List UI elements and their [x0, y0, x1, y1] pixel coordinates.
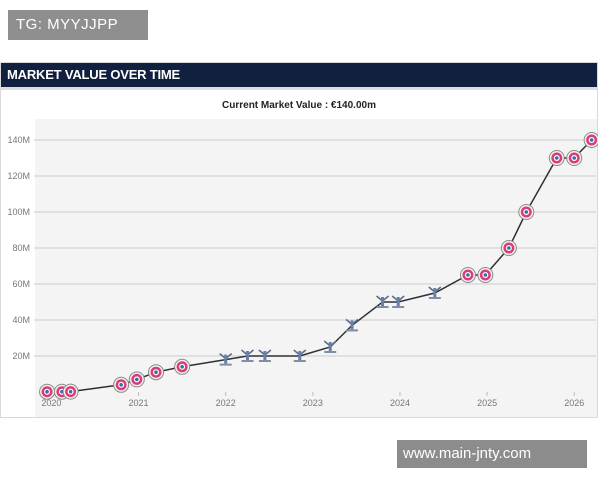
y-tick-label: 140M	[7, 135, 30, 145]
data-point-bayern-crest[interactable]	[583, 132, 598, 148]
market-value-line	[47, 139, 593, 393]
data-point-bayern-crest[interactable]	[39, 383, 56, 400]
data-point-palace-crest[interactable]	[376, 295, 390, 308]
x-tick-label: 2023	[303, 398, 323, 408]
plot-background	[35, 119, 597, 417]
data-point-palace-crest[interactable]	[391, 295, 405, 308]
series-line	[47, 139, 593, 393]
grid-lines	[34, 139, 596, 357]
chart-title: Current Market Value : €140.00m	[222, 100, 376, 111]
data-point-palace-crest[interactable]	[293, 349, 307, 362]
x-tick-label: 2025	[477, 398, 497, 408]
x-tick-label: 2022	[216, 398, 236, 408]
data-point-palace-crest[interactable]	[258, 349, 272, 362]
x-tick-label: 2026	[564, 398, 584, 408]
data-point-palace-crest[interactable]	[428, 286, 442, 299]
y-tick-label: 20M	[12, 351, 30, 361]
data-point-bayern-crest[interactable]	[566, 150, 583, 166]
data-point-bayern-crest[interactable]	[128, 371, 145, 388]
watermark-url: www.main-jnty.com	[397, 440, 587, 468]
data-point-palace-crest[interactable]	[323, 340, 337, 353]
data-point-bayern-crest[interactable]	[62, 383, 79, 400]
data-point-palace-crest[interactable]	[240, 349, 254, 362]
y-tick-label: 40M	[12, 315, 30, 325]
market-value-card: MARKET VALUE OVER TIME	[0, 62, 598, 418]
card-header-title: MARKET VALUE OVER TIME	[1, 63, 597, 87]
y-tick-label: 100M	[7, 207, 30, 217]
data-point-bayern-crest[interactable]	[113, 376, 130, 393]
data-point-bayern-crest[interactable]	[174, 358, 191, 375]
data-point-bayern-crest[interactable]	[518, 204, 535, 220]
y-tick-label: 80M	[12, 243, 30, 253]
header-divider	[1, 87, 597, 90]
data-point-bayern-crest[interactable]	[147, 364, 164, 381]
x-tick-label: 2021	[129, 398, 149, 408]
data-point-palace-crest[interactable]	[345, 318, 359, 332]
y-tick-label: 120M	[7, 171, 30, 181]
market-value-chart: Current Market Value : €140.00m 20M 40M 60…	[7, 100, 598, 408]
y-axis-ticks: 20M 40M 60M 80M 100M 120M 140M	[7, 135, 30, 361]
data-points	[39, 132, 598, 400]
data-point-bayern-crest[interactable]	[548, 150, 565, 166]
x-tick-label: 2024	[390, 398, 410, 408]
data-point-bayern-crest[interactable]	[500, 240, 517, 256]
top-tag: TG: MYYJJPP	[8, 10, 148, 40]
x-tick-label: 2020	[41, 398, 61, 408]
data-point-palace-crest[interactable]	[219, 352, 233, 366]
x-axis-ticks: 2020 2021 2022 2023 2024 2025 2026	[41, 392, 584, 408]
data-point-bayern-crest[interactable]	[477, 267, 494, 283]
data-point-bayern-crest[interactable]	[459, 267, 476, 283]
y-tick-label: 60M	[12, 279, 30, 289]
